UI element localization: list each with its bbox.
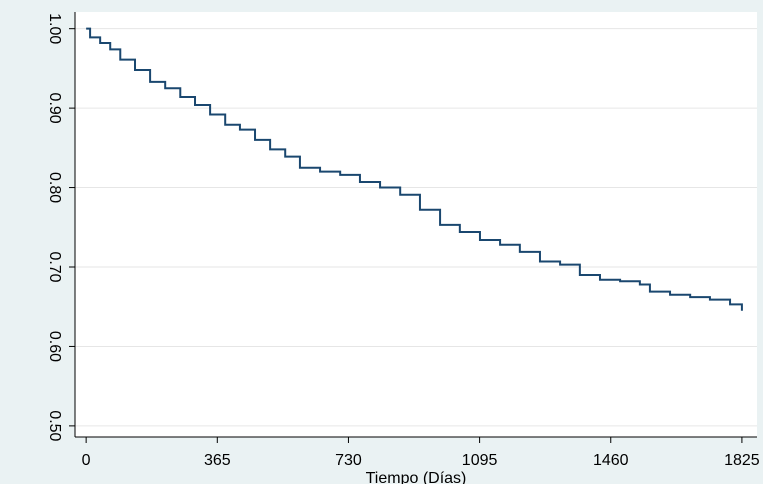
- x-tick-label: 1095: [462, 452, 498, 469]
- y-tick-label: 0.60: [46, 331, 63, 362]
- x-tick-label: 0: [82, 452, 91, 469]
- x-axis-label: Tiempo (Días): [366, 470, 467, 484]
- plot-area: [75, 12, 757, 437]
- y-tick-label: 1.00: [46, 13, 63, 44]
- survival-line: [86, 27, 743, 311]
- y-tick-label: 0.70: [46, 251, 63, 282]
- y-tick-label: 0.90: [46, 93, 63, 124]
- x-tick-label: 1460: [593, 452, 629, 469]
- x-tick-label: 365: [204, 452, 231, 469]
- y-tick-label: 0.50: [46, 410, 63, 441]
- y-tick-label: 0.80: [46, 172, 63, 203]
- x-tick-label: 730: [335, 452, 362, 469]
- x-tick-label: 1825: [724, 452, 760, 469]
